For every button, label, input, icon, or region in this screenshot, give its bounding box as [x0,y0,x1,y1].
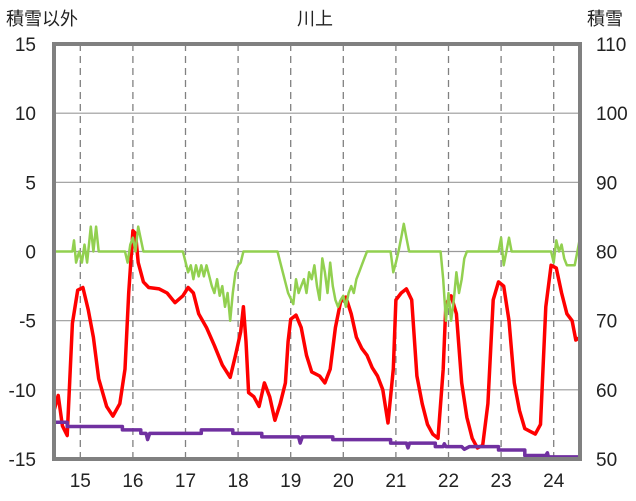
red-series-line [52,228,582,450]
y-left-tick-label: 10 [15,104,36,125]
y-right-tick-label: 100 [596,104,628,125]
left-axis-title: 積雪以外 [6,9,78,30]
y-left-tick-label: 0 [25,243,36,264]
purple-series-line [52,420,582,459]
x-tick-label: 18 [228,471,249,492]
green-series-line [52,222,582,322]
y-right-tick-label: 110 [596,35,626,56]
x-tick-label: 16 [122,471,143,492]
y-left-tick-label: 15 [15,35,36,56]
y-left-tick-label: -5 [19,312,36,333]
y-left-tick-label: -15 [9,450,36,471]
x-tick-label: 20 [333,471,354,492]
y-right-tick-label: 90 [596,173,617,194]
right-axis-title: 積雪 [587,9,623,30]
y-left-tick-label: -10 [9,381,36,402]
y-right-tick-label: 70 [596,312,617,333]
plot-frame [52,42,582,461]
y-right-tick-label: 50 [596,450,617,471]
y-right-tick-label: 60 [596,381,617,402]
x-tick-label: 17 [175,471,196,492]
y-right-tick-label: 80 [596,243,617,264]
x-tick-label: 22 [438,471,459,492]
x-tick-label: 24 [543,471,565,492]
x-tick-label: 23 [491,471,512,492]
series-lines [52,222,582,459]
x-tick-label: 15 [70,471,91,492]
y-left-tick-label: 5 [25,173,36,194]
x-tick-label: 19 [280,471,301,492]
x-tick-label: 21 [385,471,406,492]
chart-title: 川上 [297,9,333,30]
